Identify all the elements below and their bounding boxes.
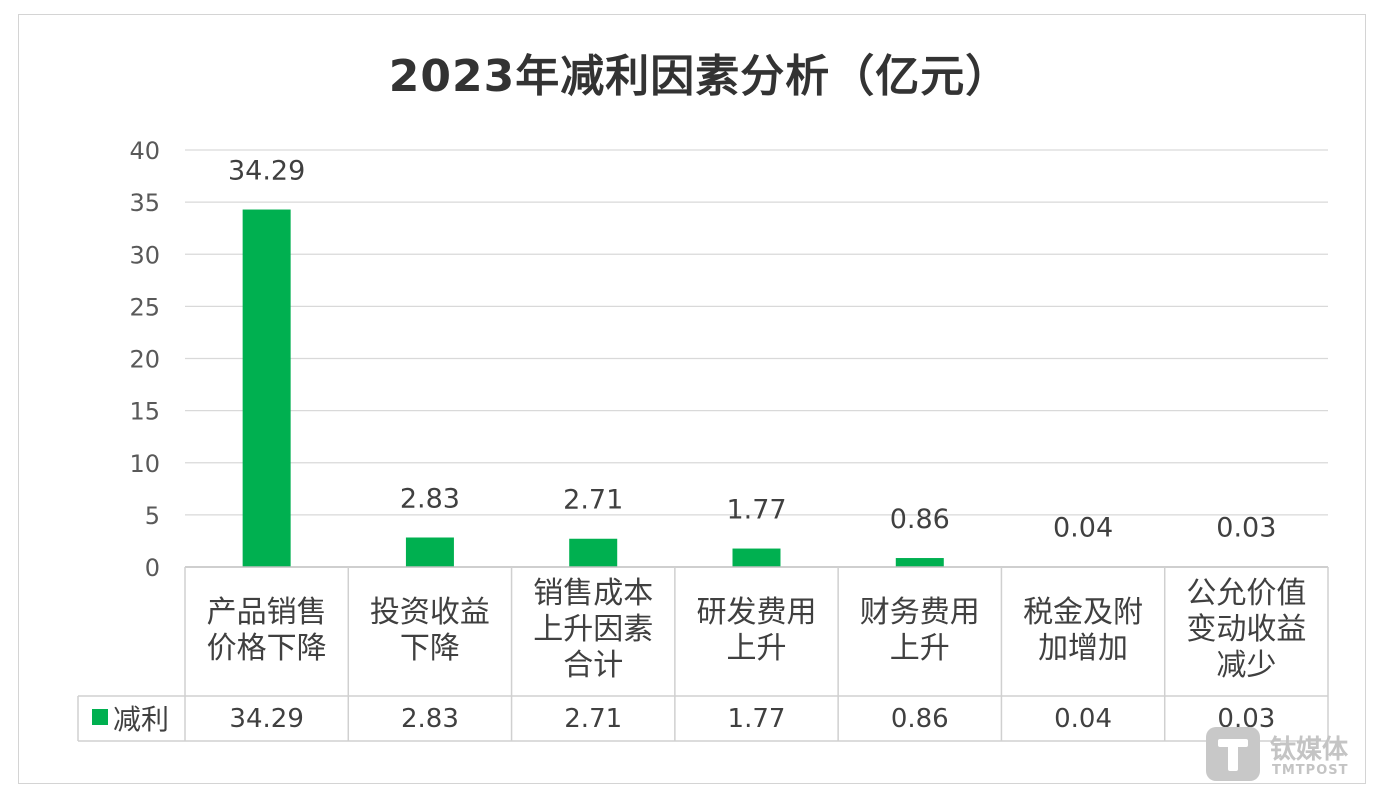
y-tick-label: 10 bbox=[129, 450, 160, 478]
y-tick-label: 15 bbox=[129, 398, 160, 426]
x-category-label: 财务费用 bbox=[860, 595, 980, 630]
y-tick-label: 0 bbox=[145, 554, 160, 582]
y-tick-label: 25 bbox=[129, 293, 160, 321]
data-label: 0.03 bbox=[1216, 513, 1276, 544]
bar bbox=[569, 538, 618, 567]
x-category-label: 变动收益 bbox=[1186, 612, 1306, 647]
chart-title: 2023年减利因素分析（亿元） bbox=[388, 51, 1011, 102]
x-category-label: 上升 bbox=[890, 631, 950, 666]
y-tick-label: 20 bbox=[129, 346, 160, 374]
y-tick-label: 35 bbox=[129, 189, 160, 217]
legend-series-name: 减利 bbox=[113, 703, 169, 736]
y-axis-tick-labels: 0 5 10 15 20 25 30 35 40 bbox=[129, 137, 160, 582]
watermark-brand-cn: 钛媒体 bbox=[1270, 735, 1349, 765]
bars bbox=[242, 209, 1271, 568]
table-value: 34.29 bbox=[229, 704, 303, 734]
data-label: 34.29 bbox=[228, 156, 305, 187]
y-tick-label: 5 bbox=[145, 502, 160, 530]
bar bbox=[895, 558, 944, 567]
legend-swatch bbox=[92, 709, 108, 725]
x-category-label: 合计 bbox=[563, 648, 623, 683]
x-category-label: 减少 bbox=[1216, 648, 1276, 683]
table-value: 0.04 bbox=[1054, 704, 1112, 734]
watermark-brand-en: TMTPOST bbox=[1272, 763, 1349, 778]
y-tick-label: 40 bbox=[129, 137, 160, 165]
data-label: 2.71 bbox=[563, 485, 623, 516]
data-label: 0.04 bbox=[1053, 513, 1113, 544]
tmtpost-t-logo-icon bbox=[1206, 727, 1260, 781]
x-category-label: 投资收益 bbox=[370, 595, 490, 630]
x-category-label: 销售成本 bbox=[533, 576, 653, 611]
y-tick-label: 30 bbox=[129, 241, 160, 269]
table-value: 1.77 bbox=[728, 704, 786, 734]
x-category-label: 上升 bbox=[727, 631, 787, 666]
data-label: 2.83 bbox=[400, 483, 460, 514]
watermark: 钛媒体 TMTPOST bbox=[1206, 727, 1366, 783]
bar bbox=[242, 209, 291, 568]
data-label: 0.86 bbox=[890, 504, 950, 535]
x-category-label: 公允价值 bbox=[1186, 576, 1306, 611]
table-value: 2.71 bbox=[564, 704, 622, 734]
table-value: 0.86 bbox=[891, 704, 949, 734]
bar bbox=[732, 548, 781, 567]
x-category-label: 税金及附 bbox=[1023, 595, 1143, 630]
data-labels: 34.29 2.83 2.71 1.77 0.86 0.04 0.03 bbox=[228, 156, 1276, 544]
x-category-label: 价格下降 bbox=[207, 631, 327, 666]
x-category-label: 上升因素 bbox=[533, 612, 653, 647]
data-label: 1.77 bbox=[726, 495, 786, 526]
x-category-label: 产品销售 bbox=[207, 595, 327, 630]
x-category-label: 下降 bbox=[400, 631, 460, 666]
data-table: 产品销售价格下降投资收益下降销售成本上升因素合计研发费用上升财务费用上升税金及附… bbox=[77, 566, 1329, 742]
x-category-label: 加增加 bbox=[1038, 631, 1128, 666]
bar bbox=[405, 537, 454, 567]
gridlines bbox=[185, 149, 1328, 516]
x-category-label: 研发费用 bbox=[697, 595, 817, 630]
table-value: 2.83 bbox=[401, 704, 459, 734]
